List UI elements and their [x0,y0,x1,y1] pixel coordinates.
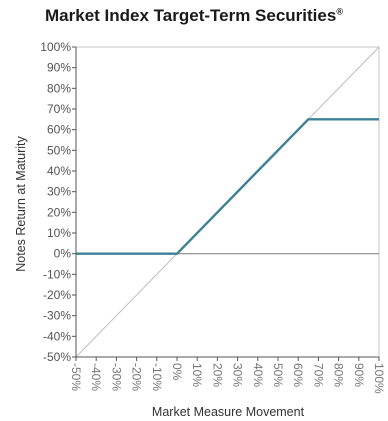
y-tick-label: 40% [47,164,71,178]
x-tick-label: 50% [271,363,285,387]
y-tick-label: -10% [43,267,71,281]
y-tick-label: -20% [43,288,71,302]
x-tick-label: 80% [332,363,346,387]
y-tick-label: 100% [40,40,71,54]
y-tick-label: 50% [47,143,71,157]
x-tick-label: 60% [291,363,305,387]
x-axis-label: Market Measure Movement [152,405,305,419]
axes [72,46,380,361]
x-tick-labels: -50% -40% -30% -20% -10% 0% 10% 20% 30% 40% 50% 60%… [69,363,386,394]
x-tick-label: -40% [89,363,103,391]
y-tick-label: 10% [47,226,71,240]
x-tick-label: 100% [372,363,386,394]
x-tick-label: -50% [69,363,83,391]
x-tick-label: -30% [109,363,123,391]
payoff-line [76,118,379,255]
y-tick-label: -30% [43,309,71,323]
x-tick-label: 70% [311,363,325,387]
y-tick-label: 0% [54,247,72,261]
chart-title-text: Market Index Target-Term Securities [45,6,337,25]
y-tick-label: 80% [47,81,71,95]
x-tick-label: 0% [170,363,184,381]
y-tick-label: 90% [47,61,71,75]
y-tick-label: -50% [43,350,71,364]
y-tick-labels: 100% 90% 80% 70% 60% 50% 40% 30% 20% 10% 0% -10% -20… [40,40,71,364]
registered-mark: ® [336,6,343,17]
x-tick-label: 20% [210,363,224,387]
x-tick-label: 90% [352,363,366,387]
y-tick-label: -40% [43,329,71,343]
x-tick-label: -20% [130,363,144,391]
y-tick-label: 70% [47,102,71,116]
x-tick-label: 40% [251,363,265,387]
y-tick-label: 20% [47,205,71,219]
y-axis-label: Notes Return at Maturity [14,136,28,272]
x-tick-label: -10% [150,363,164,391]
x-tick-label: 30% [231,363,245,387]
plot-area [75,46,380,358]
y-tick-label: 30% [47,185,71,199]
chart-title: Market Index Target-Term Securities® [0,6,388,26]
y-tick-label: 60% [47,123,71,137]
x-tick-label: 10% [190,363,204,387]
